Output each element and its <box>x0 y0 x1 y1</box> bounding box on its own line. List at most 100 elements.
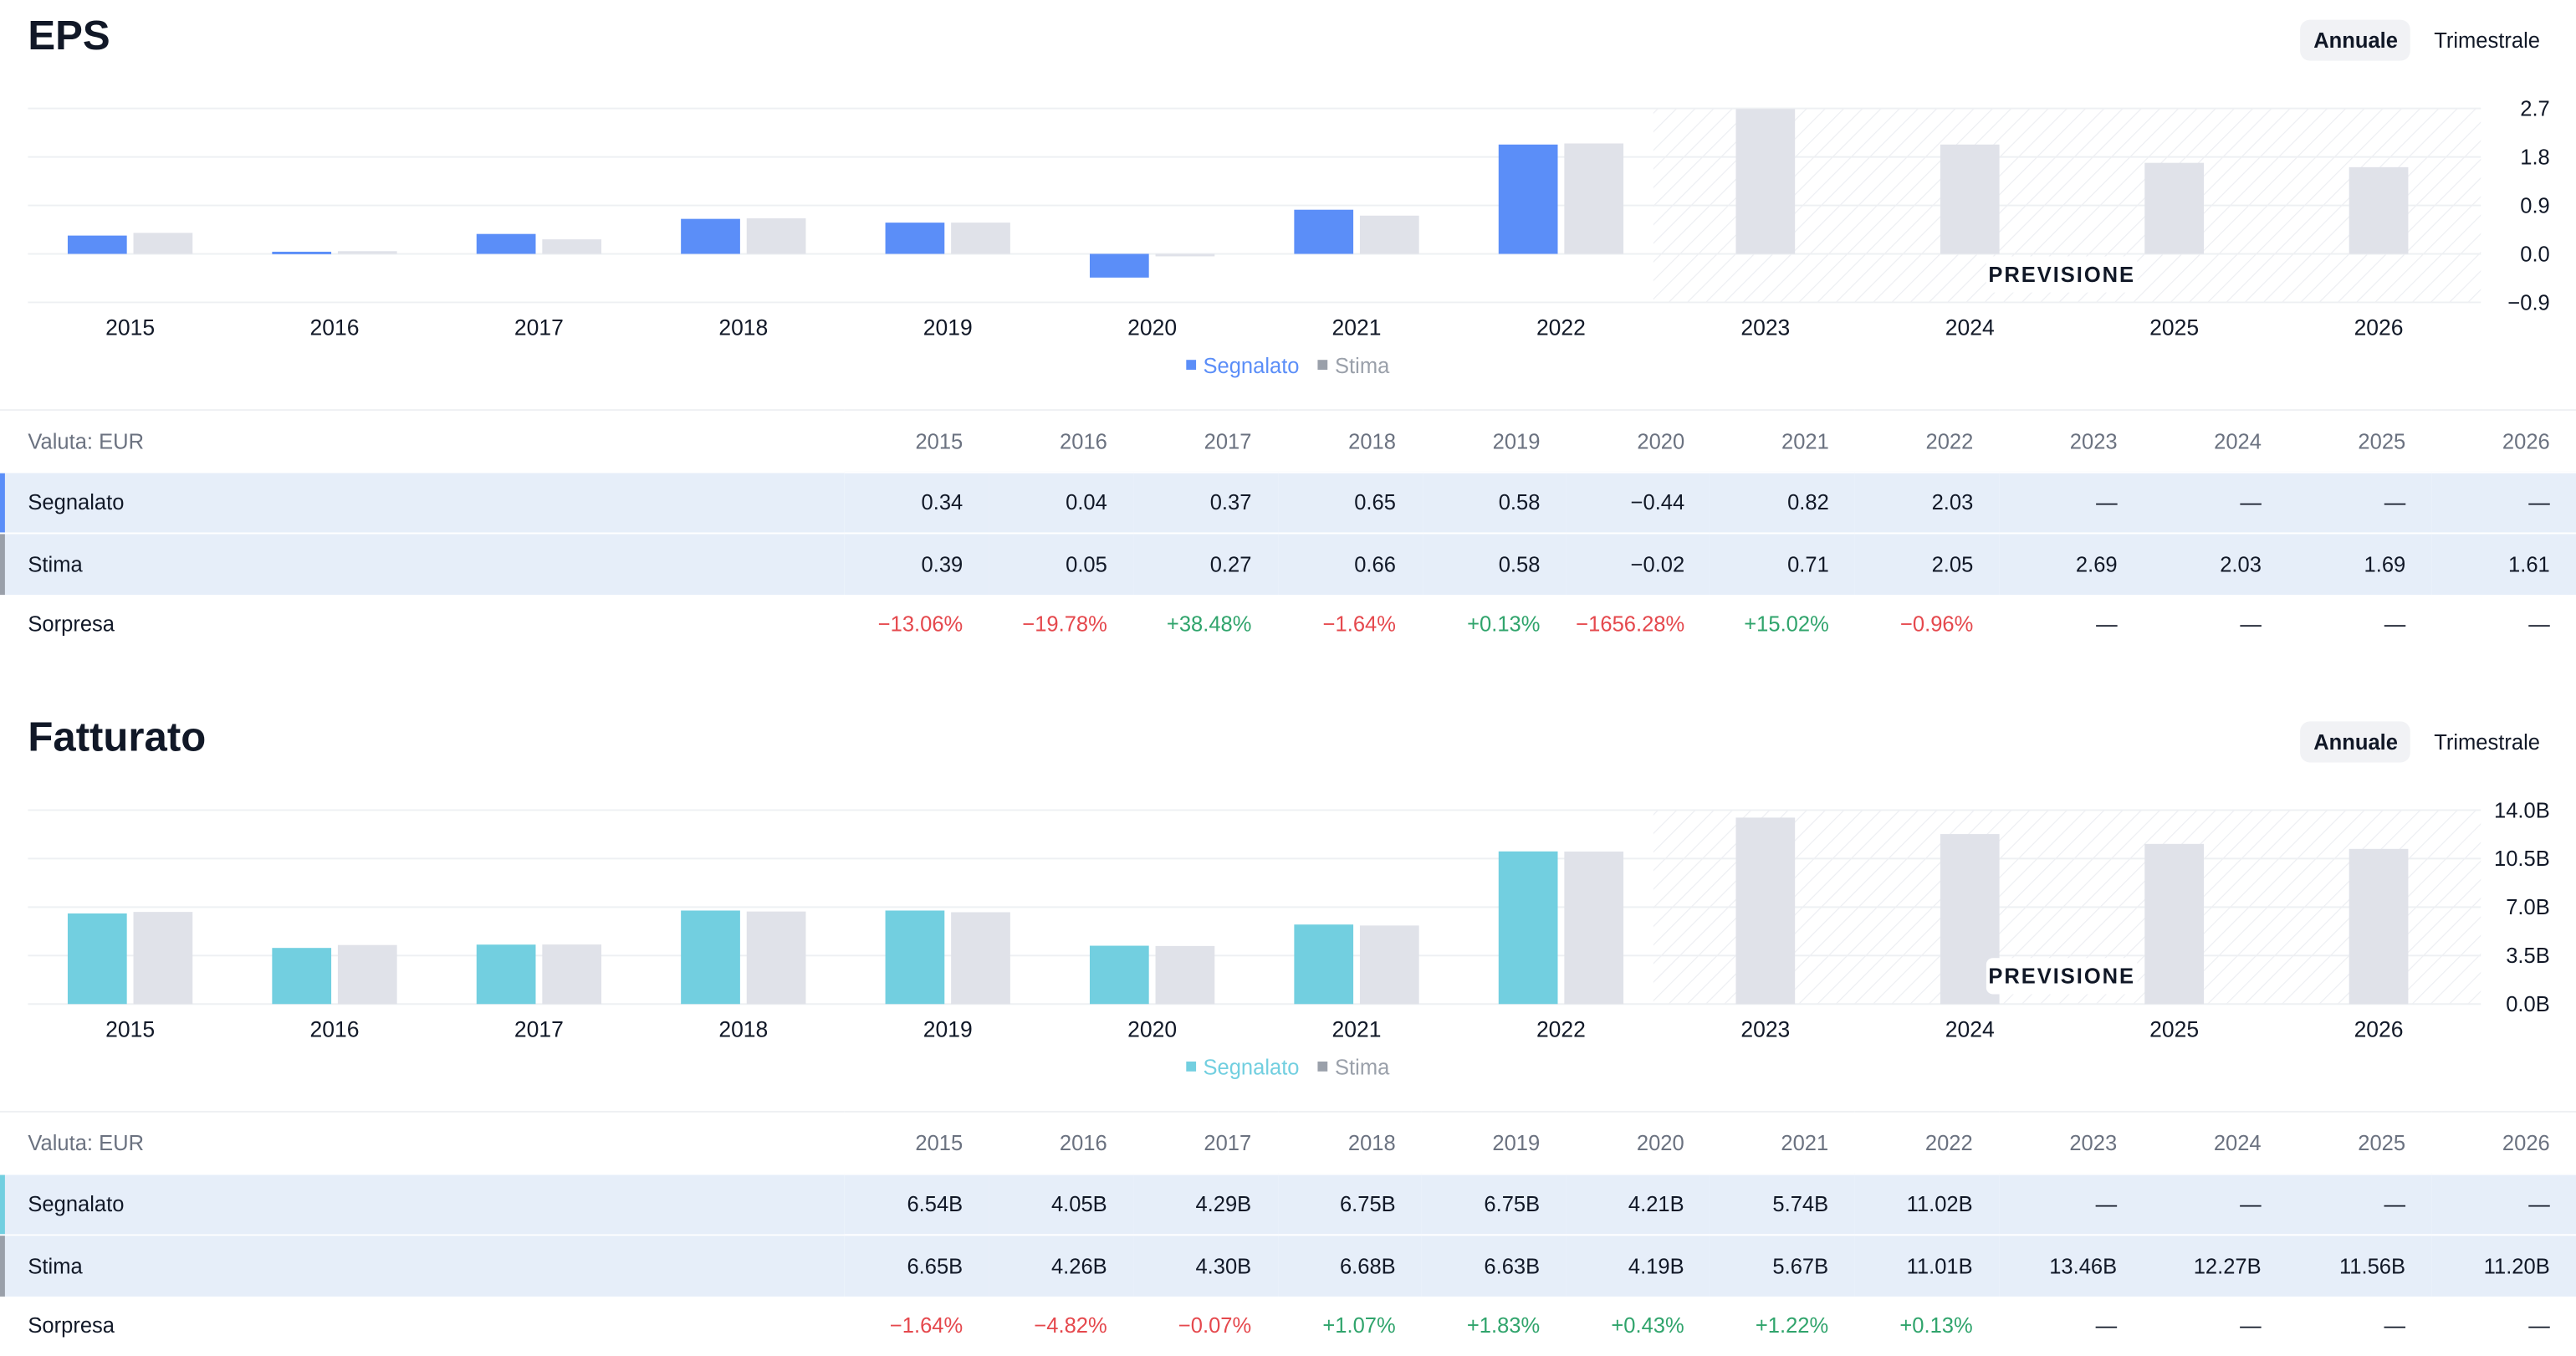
table-cell: 4.26B <box>989 1234 1134 1296</box>
bar-reported <box>681 218 740 254</box>
bar-reported <box>476 233 536 254</box>
eps-table: Valuta: EUR 2015 2016 2017 2018 2019 202… <box>0 409 2576 654</box>
bar-estimate <box>1155 253 1215 257</box>
surprise-cell: −1.64% <box>889 1313 963 1338</box>
table-header-row: Valuta: EUR 2015 2016 2017 2018 2019 202… <box>0 1110 2576 1174</box>
bar-reported <box>885 223 945 254</box>
row-accent <box>0 472 5 533</box>
x-tick-label: 2018 <box>718 315 768 340</box>
x-tick-label: 2016 <box>310 1017 360 1042</box>
table-cell: 0.05 <box>989 532 1134 595</box>
table-cell: 0.39 <box>845 532 989 595</box>
year-header: 2021 <box>1710 1110 1855 1174</box>
year-header: 2015 <box>845 1110 989 1174</box>
table-cell: 6.68B <box>1277 1234 1423 1296</box>
eps-chart: 2.7 1.8 0.9 0.0 −0.9 2015 2016 2017 2018 2019 2020… <box>28 97 2550 340</box>
surprise-cell: +1.22% <box>1755 1313 1829 1338</box>
reported-row[interactable]: Segnalato 6.54B 4.05B 4.29B 6.75B 6.75B … <box>0 1172 2576 1236</box>
surprise-cell: — <box>2240 1313 2262 1338</box>
chart-legend: Segnalato Stima <box>0 1052 2576 1079</box>
x-tick-label: 2015 <box>105 1017 155 1042</box>
legend-item-estimate[interactable]: Stima <box>1318 1054 1389 1079</box>
surprise-cell: −19.78% <box>1022 611 1107 637</box>
estimate-row[interactable]: Stima 6.65B 4.26B 4.30B 6.68B 6.63B 4.19… <box>0 1234 2576 1296</box>
surprise-cell: — <box>2240 611 2262 637</box>
bar-estimate <box>1359 215 1419 254</box>
annual-button[interactable]: Annuale <box>2300 721 2411 763</box>
table-cell: 0.37 <box>1133 470 1278 534</box>
bar-reported <box>1498 851 1558 1005</box>
surprise-cell: +15.02% <box>1744 611 1829 637</box>
legend-item-reported[interactable]: Segnalato <box>1186 352 1300 377</box>
row-label-cell: Stima <box>0 532 846 595</box>
year-header: 2022 <box>1854 1110 2000 1174</box>
x-tick-label: 2019 <box>923 1017 973 1042</box>
table-cell: — <box>2287 1172 2432 1236</box>
forecast-label: PREVISIONE <box>1988 264 2135 287</box>
surprise-cell: +0.43% <box>1611 1313 1684 1338</box>
surprise-cell: — <box>2384 1313 2406 1338</box>
table-cell: 0.58 <box>1422 532 1567 595</box>
x-tick-label: 2019 <box>923 315 973 340</box>
x-tick-label: 2024 <box>1945 315 1995 340</box>
surprise-cell: −1656.28% <box>1576 611 1685 637</box>
bar-estimate <box>1735 817 1796 1005</box>
year-header: 2017 <box>1133 409 1278 472</box>
section-title: Fatturato <box>28 714 207 761</box>
table-cell: 0.58 <box>1422 470 1567 534</box>
reported-row[interactable]: Segnalato 0.34 0.04 0.37 0.65 0.58 −0.44… <box>0 470 2576 534</box>
x-tick-label: 2020 <box>1127 1017 1177 1042</box>
table-cell: 13.46B <box>1999 1234 2144 1296</box>
table-cell: 6.54B <box>845 1172 989 1236</box>
table-cell: — <box>2431 470 2576 534</box>
surprise-cell: −0.07% <box>1178 1313 1252 1338</box>
y-tick-label: −0.9 <box>2507 291 2549 315</box>
x-tick-label: 2015 <box>105 315 155 340</box>
year-header: 2025 <box>2287 1110 2432 1174</box>
table-cell: 5.67B <box>1710 1234 1855 1296</box>
quarterly-button[interactable]: Trimestrale <box>2434 729 2540 755</box>
table-cell: 11.20B <box>2431 1234 2576 1296</box>
table-cell: 0.71 <box>1710 532 1856 595</box>
year-header: 2019 <box>1422 409 1567 472</box>
year-header: 2016 <box>989 409 1134 472</box>
table-cell: — <box>2287 470 2432 534</box>
eps-section: EPS Annuale Trimestrale 2.7 1.8 0.9 0.0 −0.9… <box>0 0 2576 673</box>
table-cell: 12.27B <box>2143 1234 2288 1296</box>
quarterly-button[interactable]: Trimestrale <box>2434 28 2540 53</box>
annual-button[interactable]: Annuale <box>2300 19 2411 61</box>
bar-estimate <box>2349 848 2409 1005</box>
revenue-section: Fatturato Annuale Trimestrale 14.0B 10.5B… <box>0 702 2576 1344</box>
year-header: 2024 <box>2144 409 2288 472</box>
y-tick-label: 14.0B <box>2494 799 2550 822</box>
year-header: 2019 <box>1422 1110 1567 1174</box>
x-tick-label: 2025 <box>2149 1017 2199 1042</box>
y-tick-label: 10.5B <box>2494 847 2550 871</box>
table-cell: — <box>2144 470 2288 534</box>
legend-item-estimate[interactable]: Stima <box>1318 352 1389 377</box>
surprise-cell: −4.82% <box>1034 1313 1107 1338</box>
table-cell: 1.69 <box>2287 532 2432 595</box>
surprise-cell: −13.06% <box>877 611 963 637</box>
table-cell: — <box>2431 1172 2576 1236</box>
estimate-row[interactable]: Stima 0.39 0.05 0.27 0.66 0.58 −0.02 0.7… <box>0 532 2576 595</box>
surprise-cell: — <box>2528 611 2550 637</box>
table-cell: 5.74B <box>1710 1172 1855 1236</box>
year-header: 2025 <box>2287 409 2432 472</box>
year-header: 2026 <box>2431 1110 2576 1174</box>
x-tick-label: 2017 <box>514 315 564 340</box>
table-cell: 6.63B <box>1422 1234 1567 1296</box>
table-cell: 4.29B <box>1133 1172 1278 1236</box>
row-label-cell: Stima <box>0 1234 846 1296</box>
x-tick-label: 2023 <box>1740 315 1790 340</box>
bar-reported <box>1089 253 1149 278</box>
table-cell: 4.19B <box>1566 1234 1711 1296</box>
table-cell: 6.75B <box>1277 1172 1423 1236</box>
table-cell: 2.69 <box>1999 532 2144 595</box>
bar-reported <box>272 948 332 1005</box>
table-cell: 11.01B <box>1854 1234 2000 1296</box>
chart-legend: Segnalato Stima <box>0 350 2576 377</box>
bar-estimate <box>746 218 806 254</box>
legend-item-reported[interactable]: Segnalato <box>1186 1054 1300 1079</box>
